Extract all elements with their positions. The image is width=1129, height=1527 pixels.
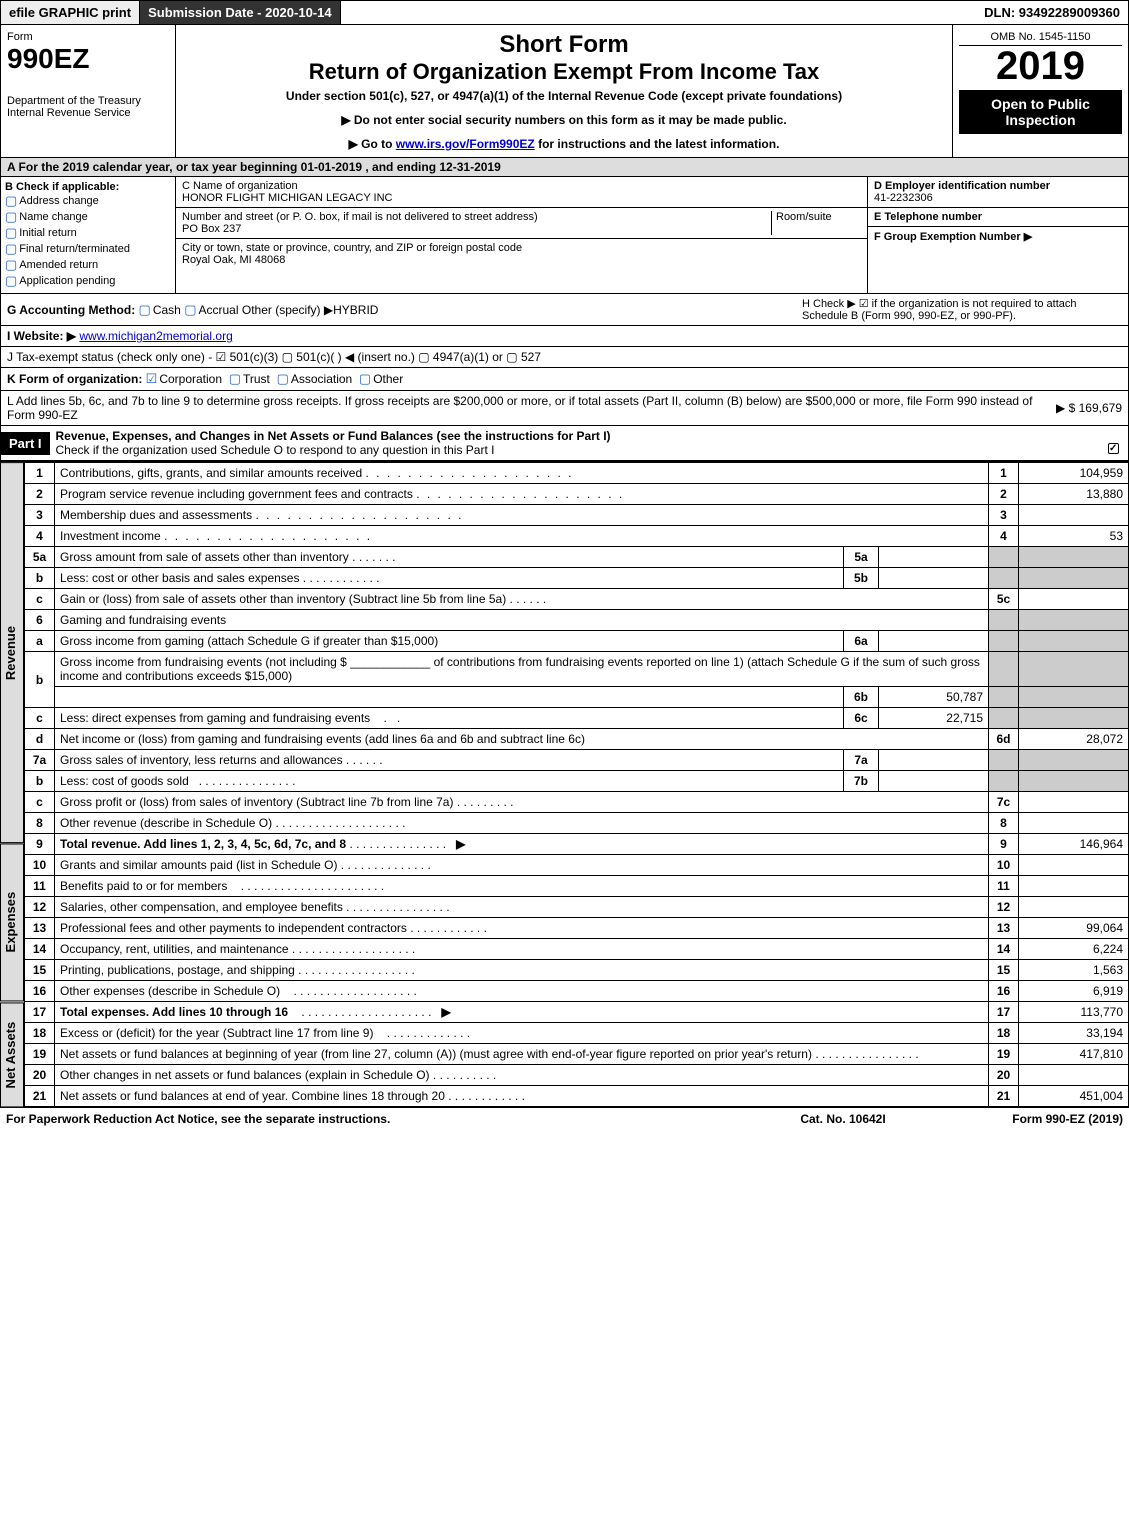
org-address: PO Box 237 bbox=[182, 223, 241, 235]
org-name: HONOR FLIGHT MICHIGAN LEGACY INC bbox=[182, 192, 392, 204]
paperwork-notice: For Paperwork Reduction Act Notice, see … bbox=[6, 1112, 743, 1126]
note-ssn: ▶ Do not enter social security numbers o… bbox=[182, 113, 946, 127]
row-k: K Form of organization: ☑Corporation ▢Tr… bbox=[0, 368, 1129, 391]
ein: 41-2232306 bbox=[874, 192, 933, 204]
section-h: H Check ▶ ☑ if the organization is not r… bbox=[802, 297, 1122, 322]
net-assets-eoy: 451,004 bbox=[1019, 1086, 1129, 1107]
irs: Internal Revenue Service bbox=[7, 107, 169, 119]
gross-receipts: ▶ $ 169,679 bbox=[1056, 401, 1122, 415]
irs-link[interactable]: www.irs.gov/Form990EZ bbox=[396, 137, 535, 151]
form-header: Form 990EZ Department of the Treasury In… bbox=[0, 25, 1129, 158]
part-1-table: Revenue Expenses Net Assets 1Contributio… bbox=[0, 461, 1129, 1107]
title-return: Return of Organization Exempt From Incom… bbox=[182, 59, 946, 85]
efile-print-button[interactable]: efile GRAPHIC print bbox=[1, 1, 140, 24]
section-netassets-label: Net Assets bbox=[0, 1002, 24, 1107]
top-bar: efile GRAPHIC print Submission Date - 20… bbox=[0, 0, 1129, 25]
section-b: B Check if applicable: ▢Address change ▢… bbox=[1, 177, 176, 293]
section-revenue-label: Revenue bbox=[0, 462, 24, 843]
row-l: L Add lines 5b, 6c, and 7b to line 9 to … bbox=[0, 391, 1129, 426]
accounting-other: HYBRID bbox=[333, 303, 378, 317]
open-public-inspection: Open to Public Inspection bbox=[959, 90, 1122, 134]
org-city: Royal Oak, MI 48068 bbox=[182, 254, 285, 266]
tax-year: 2019 bbox=[959, 46, 1122, 86]
dept-treasury: Department of the Treasury bbox=[7, 95, 169, 107]
schedule-o-checkbox[interactable] bbox=[1108, 443, 1119, 454]
form-ref: Form 990-EZ (2019) bbox=[943, 1112, 1123, 1126]
lines-table: 1Contributions, gifts, grants, and simil… bbox=[24, 462, 1129, 1107]
section-c: C Name of organization HONOR FLIGHT MICH… bbox=[176, 177, 868, 293]
website-link[interactable]: www.michigan2memorial.org bbox=[79, 329, 232, 343]
submission-date: Submission Date - 2020-10-14 bbox=[140, 1, 341, 24]
cat-no: Cat. No. 10642I bbox=[743, 1112, 943, 1126]
line-1-amt: 104,959 bbox=[1019, 463, 1129, 484]
total-revenue: 146,964 bbox=[1019, 834, 1129, 855]
section-a-tax-year: A For the 2019 calendar year, or tax yea… bbox=[0, 158, 1129, 177]
row-g-h: G Accounting Method: ▢Cash ▢Accrual Othe… bbox=[0, 294, 1129, 326]
total-expenses: 113,770 bbox=[1019, 1002, 1129, 1023]
section-expenses-label: Expenses bbox=[0, 843, 24, 1001]
form-label: Form bbox=[7, 31, 169, 43]
info-grid: B Check if applicable: ▢Address change ▢… bbox=[0, 177, 1129, 294]
title-short-form: Short Form bbox=[182, 31, 946, 59]
dln: DLN: 93492289009360 bbox=[976, 1, 1128, 24]
form-number: 990EZ bbox=[7, 43, 169, 75]
section-def: D Employer identification number 41-2232… bbox=[868, 177, 1128, 293]
subtitle: Under section 501(c), 527, or 4947(a)(1)… bbox=[182, 89, 946, 103]
row-j: J Tax-exempt status (check only one) - ☑… bbox=[0, 347, 1129, 368]
row-i: I Website: ▶ www.michigan2memorial.org bbox=[0, 326, 1129, 347]
note-website: ▶ Go to www.irs.gov/Form990EZ for instru… bbox=[182, 137, 946, 151]
part-1-header: Part I Revenue, Expenses, and Changes in… bbox=[0, 426, 1129, 461]
page-footer: For Paperwork Reduction Act Notice, see … bbox=[0, 1107, 1129, 1130]
